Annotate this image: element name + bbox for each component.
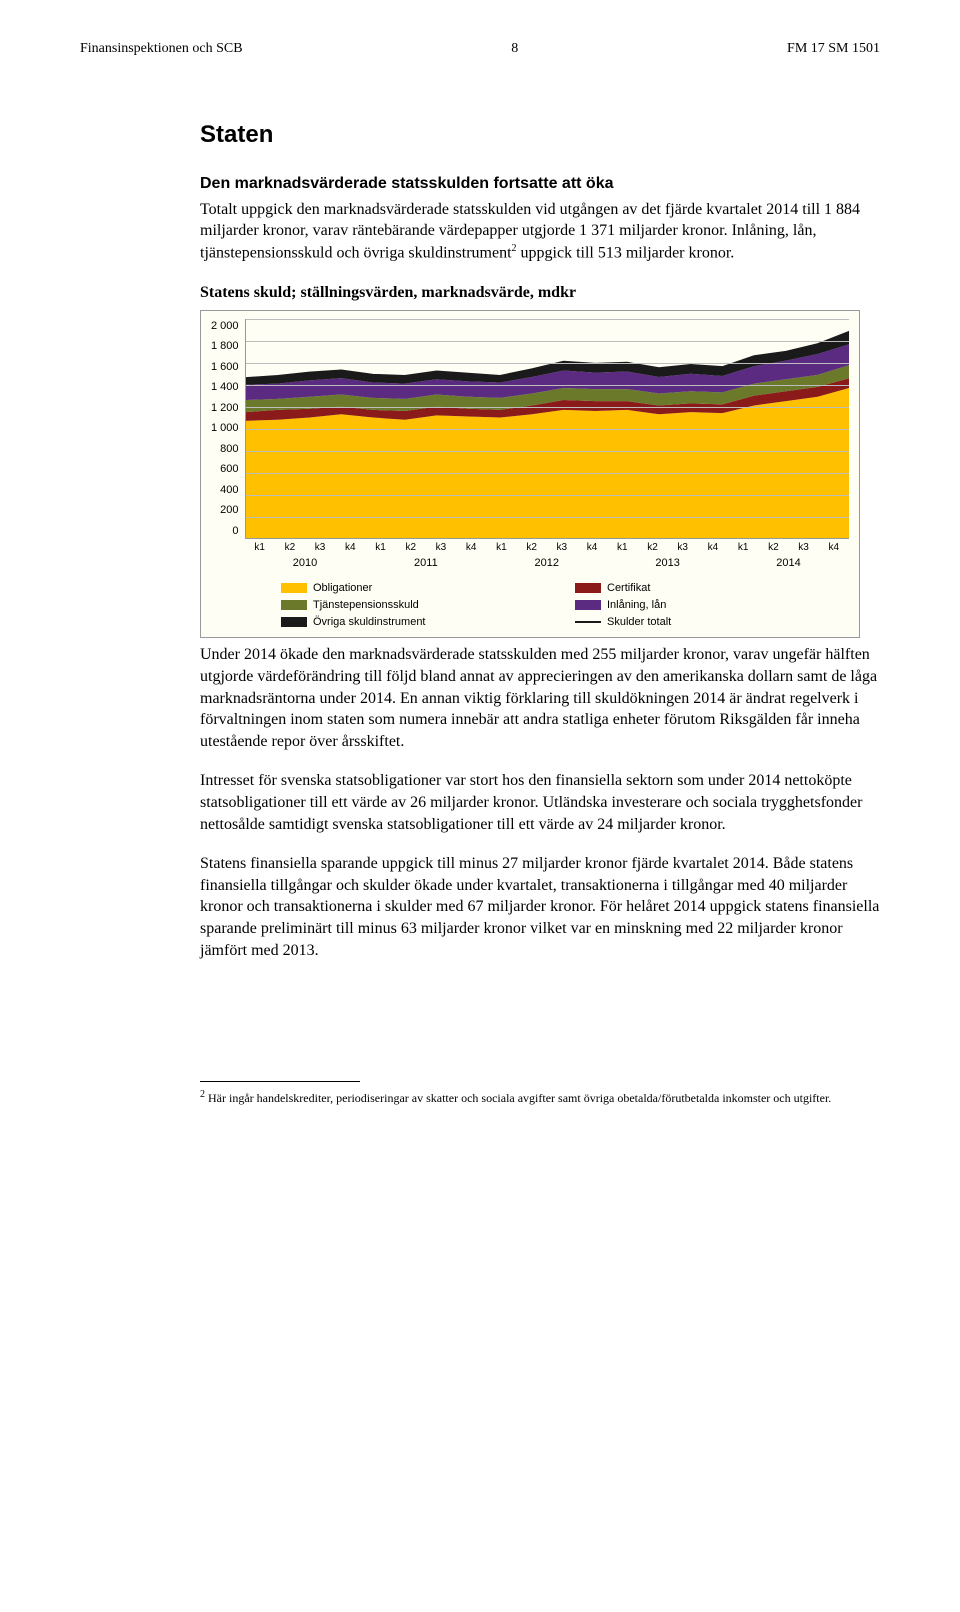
legend-item: Skulder totalt — [575, 615, 849, 630]
gridline — [246, 407, 849, 408]
y-tick-label: 600 — [220, 462, 238, 477]
footnote-text: Här ingår handelskrediter, periodisering… — [205, 1091, 831, 1105]
header-right: FM 17 SM 1501 — [787, 40, 880, 59]
x-year-label: 2010 — [245, 556, 366, 571]
y-tick-label: 1 800 — [211, 339, 239, 354]
gridline — [246, 429, 849, 430]
intro-paragraph: Totalt uppgick den marknadsvärderade sta… — [200, 199, 880, 264]
legend-label: Tjänstepensionsskuld — [313, 598, 419, 613]
legend-label: Certifikat — [607, 581, 650, 596]
gridline — [246, 451, 849, 452]
x-tick-label: k3 — [788, 541, 818, 555]
y-tick-label: 1 200 — [211, 401, 239, 416]
x-tick-label: k2 — [396, 541, 426, 555]
y-tick-label: 800 — [220, 442, 238, 457]
y-tick-label: 1 000 — [211, 421, 239, 436]
x-year-label: 2011 — [365, 556, 486, 571]
gridline — [246, 319, 849, 320]
section-title: Staten — [200, 119, 880, 151]
x-tick-label: k4 — [335, 541, 365, 555]
y-tick-label: 0 — [232, 524, 238, 539]
legend-swatch — [575, 600, 601, 610]
x-tick-label: k1 — [607, 541, 637, 555]
legend-swatch — [281, 600, 307, 610]
x-year-label: 2013 — [607, 556, 728, 571]
header-center: 8 — [511, 40, 518, 59]
legend-swatch — [281, 617, 307, 627]
legend-item: Inlåning, lån — [575, 598, 849, 613]
x-tick-label: k1 — [728, 541, 758, 555]
footnote: 2 Här ingår handelskrediter, periodiseri… — [200, 1088, 880, 1106]
legend-swatch — [575, 583, 601, 593]
gridline — [246, 473, 849, 474]
chart-x-years: 20102011201220132014 — [245, 556, 849, 571]
x-tick-label: k3 — [305, 541, 335, 555]
x-tick-label: k4 — [577, 541, 607, 555]
chart-container: 2 000 1 800 1 600 1 400 1 200 1 000 800 600 400 2… — [200, 310, 860, 639]
gridline — [246, 341, 849, 342]
paragraph-below-chart: Under 2014 ökade den marknadsvärderade s… — [200, 644, 880, 752]
gridline — [246, 363, 849, 364]
footnote-rule — [200, 1081, 360, 1082]
intro-tail: uppgick till 513 miljarder kronor. — [517, 244, 735, 261]
x-tick-label: k4 — [819, 541, 849, 555]
x-year-label: 2014 — [728, 556, 849, 571]
gridline — [246, 495, 849, 496]
x-year-label: 2012 — [486, 556, 607, 571]
x-tick-label: k3 — [547, 541, 577, 555]
legend-swatch — [281, 583, 307, 593]
paragraph-3: Intresset för svenska statsobligationer … — [200, 770, 880, 835]
x-tick-label: k2 — [517, 541, 547, 555]
gridline — [246, 385, 849, 386]
header-left: Finansinspektionen och SCB — [80, 40, 243, 59]
chart-plot — [245, 319, 849, 539]
paragraph-4: Statens finansiella sparande uppgick til… — [200, 853, 880, 961]
x-tick-label: k1 — [365, 541, 395, 555]
legend-label: Inlåning, lån — [607, 598, 666, 613]
y-tick-label: 2 000 — [211, 319, 239, 334]
x-tick-label: k3 — [668, 541, 698, 555]
y-tick-label: 1 400 — [211, 380, 239, 395]
legend-item: Obligationer — [281, 581, 555, 596]
x-tick-label: k4 — [456, 541, 486, 555]
legend-swatch — [575, 621, 601, 623]
legend-item: Övriga skuldinstrument — [281, 615, 555, 630]
x-tick-label: k3 — [426, 541, 456, 555]
legend-label: Obligationer — [313, 581, 372, 596]
chart-legend: Obligationer Certifikat Tjänstepensionssku… — [211, 581, 849, 630]
chart-x-ticks: k1k2k3k4k1k2k3k4k1k2k3k4k1k2k3k4k1k2k3k4 — [245, 541, 849, 555]
sub-title: Den marknadsvärderade statsskulden forts… — [200, 173, 880, 195]
legend-label: Övriga skuldinstrument — [313, 615, 426, 630]
chart-y-axis: 2 000 1 800 1 600 1 400 1 200 1 000 800 600 400 2… — [211, 319, 245, 539]
y-tick-label: 1 600 — [211, 360, 239, 375]
x-tick-label: k1 — [245, 541, 275, 555]
y-tick-label: 400 — [220, 483, 238, 498]
x-tick-label: k2 — [758, 541, 788, 555]
x-tick-label: k2 — [637, 541, 667, 555]
gridline — [246, 517, 849, 518]
y-tick-label: 200 — [220, 503, 238, 518]
chart-title: Statens skuld; ställningsvärden, marknad… — [200, 282, 880, 304]
x-tick-label: k2 — [275, 541, 305, 555]
legend-item: Certifikat — [575, 581, 849, 596]
x-tick-label: k1 — [486, 541, 516, 555]
page-header: Finansinspektionen och SCB 8 FM 17 SM 15… — [80, 40, 880, 59]
legend-item: Tjänstepensionsskuld — [281, 598, 555, 613]
legend-label: Skulder totalt — [607, 615, 671, 630]
x-tick-label: k4 — [698, 541, 728, 555]
